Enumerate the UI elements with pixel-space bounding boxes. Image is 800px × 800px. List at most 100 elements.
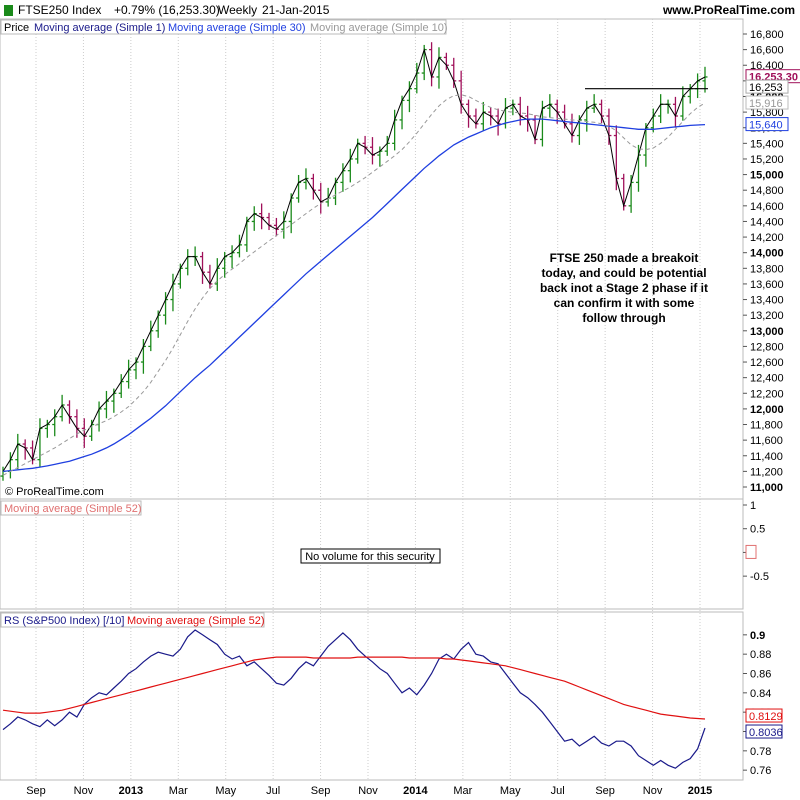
rs-value-box-rs: [745, 724, 783, 739]
price-legend-box: [0, 19, 447, 35]
price-legend: Price Moving average (Simple 1) Moving a…: [0, 19, 448, 35]
price-y-label: 15,400: [750, 138, 784, 150]
annotation: FTSE 250 made a breakoit today, and coul…: [540, 251, 708, 325]
price-value-box-ma30: [745, 117, 789, 132]
legend-rs-ma: Moving average (Simple 52): [127, 615, 265, 627]
volume-zero-box: [745, 544, 757, 559]
rs-y-label: 0.78: [750, 746, 771, 758]
volume-legend: Moving average (Simple 52): [0, 500, 142, 516]
price-y-label: 11,800: [750, 420, 783, 432]
volume-note: No volume for this security: [305, 551, 435, 563]
price-y-label: 11,600: [750, 435, 783, 447]
price-y-label: 11,000: [750, 482, 783, 494]
rs-legend-box: [0, 612, 265, 628]
price-y-label: 14,000: [750, 248, 784, 260]
price-y-label: 13,800: [750, 263, 784, 275]
rs-panel-frame: [0, 611, 744, 781]
price-y-label: 12,600: [750, 357, 784, 369]
price-y-label: 13,000: [750, 326, 784, 338]
x-tick-label: Jul: [266, 785, 280, 797]
price-y-label: 14,600: [750, 201, 784, 213]
x-tick-label: 2014: [403, 785, 428, 797]
x-tick-label: Sep: [595, 785, 615, 797]
volume-y-label: 1: [750, 500, 756, 512]
annotation-line-2: today, and could be potential: [541, 266, 706, 280]
price-y-label: 16,600: [750, 45, 784, 57]
header-period: Weekly: [218, 3, 257, 17]
volume-legend-box: [0, 500, 142, 516]
legend-volume-ma: Moving average (Simple 52): [4, 503, 142, 515]
annotation-line-4: can confirm it with some: [554, 296, 695, 310]
legend-price: Price: [4, 22, 29, 34]
header-site: www.ProRealTime.com: [662, 3, 795, 17]
rs-legend: RS (S&P500 Index) [/10] Moving average (…: [0, 612, 265, 628]
chart-header: FTSE250 Index +0.79% (16,253.30) Weekly …: [4, 3, 795, 17]
x-tick-label: 2013: [119, 785, 143, 797]
rs-y-label: 0.88: [750, 649, 771, 661]
rs-y-label: 0.84: [750, 688, 771, 700]
volume-panel-frame: [0, 498, 744, 610]
candle-logo-icon: [4, 5, 13, 16]
x-tick-label: Mar: [169, 785, 188, 797]
annotation-line-3: back inot a Stage 2 phase if it: [540, 281, 708, 295]
x-axis-labels: Sep Nov 2013 Mar May Jul Sep Nov 2014 Mar May Jul Se…: [26, 785, 712, 797]
price-y-label: 16,800: [750, 29, 784, 41]
x-tick-label: May: [215, 785, 236, 797]
rs-value-label-rs_ma: 0.8129: [749, 711, 783, 723]
volume-note-box: [300, 548, 441, 564]
x-tick-label: Nov: [74, 785, 94, 797]
price-y-label: 15,000: [750, 170, 784, 182]
legend-ma30: Moving average (Simple 30): [168, 22, 306, 34]
annotation-line-5: follow through: [582, 311, 665, 325]
rs-value-label-rs: 0.8036: [749, 727, 783, 739]
rs-line: [2, 629, 706, 769]
grid-lines: [35, 19, 747, 780]
price-y-label: 13,200: [750, 310, 784, 322]
price-y-label: 12,200: [750, 388, 784, 400]
price-y-label: 12,000: [750, 404, 784, 416]
price-y-label: 11,400: [750, 451, 783, 463]
header-symbol: FTSE250 Index: [18, 3, 101, 17]
price-y-label: 14,800: [750, 185, 784, 197]
series-lines: [2, 47, 708, 769]
x-tick-label: Mar: [453, 785, 472, 797]
price-y-label: 14,200: [750, 232, 784, 244]
price-value-label-ma30: 15,640: [749, 120, 783, 132]
price-y-label: 14,400: [750, 216, 784, 228]
x-tick-label: 2015: [688, 785, 712, 797]
rs-y-label: 0.86: [750, 669, 771, 681]
header-change: +0.79% (16,253.30): [114, 3, 220, 17]
price-y-label: 15,800: [750, 107, 784, 119]
price-y-label: 15,200: [750, 154, 784, 166]
legend-ma10: Moving average (Simple 10): [310, 22, 448, 34]
rs-value-box-rs_ma: [745, 708, 783, 723]
price-y-label: 13,600: [750, 279, 784, 291]
price-value-label-ma10: 15,916: [749, 98, 783, 110]
copyright: © ProRealTime.com: [5, 486, 104, 498]
price-y-label: 13,400: [750, 295, 784, 307]
price-value-box-ma10: [745, 95, 789, 110]
price-value-box-ma1: [745, 79, 789, 94]
x-tick-label: May: [500, 785, 521, 797]
x-tick-label: Sep: [311, 785, 331, 797]
ma10-line: [2, 94, 706, 476]
legend-rs: RS (S&P500 Index) [/10]: [4, 615, 124, 627]
legend-ma1: Moving average (Simple 1): [34, 22, 165, 34]
price-y-label: 12,400: [750, 373, 784, 385]
volume-y-label: -0.5: [750, 571, 769, 583]
x-tick-label: Nov: [643, 785, 663, 797]
x-tick-label: Nov: [358, 785, 378, 797]
x-tick-label: Sep: [26, 785, 46, 797]
ma1-line: [2, 47, 706, 472]
ma30-line: [2, 118, 706, 473]
price-y-label: 11,200: [750, 466, 783, 478]
rs-y-label: 0.76: [750, 765, 771, 777]
annotation-line-1: FTSE 250 made a breakoit: [550, 251, 699, 265]
header-date: 21-Jan-2015: [262, 3, 330, 17]
rs-ma-line: [2, 656, 706, 720]
x-tick-label: Jul: [551, 785, 565, 797]
price-y-label: 12,800: [750, 341, 784, 353]
